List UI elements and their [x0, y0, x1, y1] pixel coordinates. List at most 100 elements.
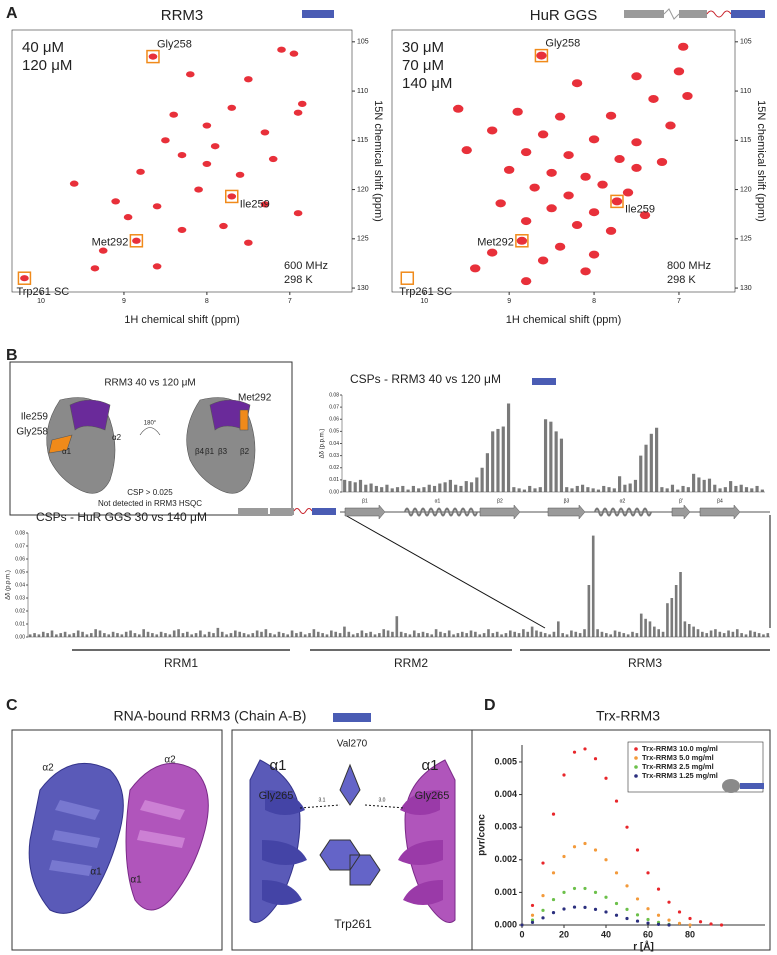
data-point — [604, 895, 608, 899]
bar — [496, 428, 500, 492]
peak-label: Ile259 — [625, 203, 655, 215]
bar — [348, 481, 352, 492]
peak — [486, 126, 498, 135]
bar — [443, 482, 447, 492]
peak — [520, 217, 532, 226]
bar — [181, 633, 185, 637]
y-axis-label: Δδ (p.p.m.) — [6, 570, 12, 600]
bar — [482, 633, 486, 637]
peak — [69, 180, 79, 187]
bar — [364, 633, 368, 637]
y-tick-label: 105 — [740, 39, 752, 46]
residue-label: Gly265 — [259, 790, 294, 802]
peak — [631, 72, 642, 81]
peak — [260, 129, 270, 136]
bar — [723, 487, 727, 492]
bar — [653, 626, 656, 637]
bar — [474, 631, 477, 637]
beta-strand — [699, 504, 741, 520]
bar — [626, 634, 630, 637]
bar — [111, 631, 115, 637]
peak — [98, 247, 108, 254]
bar — [583, 629, 586, 637]
distance-label: 3.1 — [319, 797, 326, 803]
bar — [76, 630, 80, 637]
bar — [639, 455, 643, 492]
chart-title: CSPs - RRM3 40 vs 120 μM — [350, 372, 501, 386]
plot-frame — [11, 29, 353, 293]
bar — [570, 488, 574, 492]
bar — [452, 634, 455, 637]
legend-label: Trx-RRM3 1.25 mg/ml — [642, 771, 718, 780]
peak — [244, 239, 253, 246]
legend-label: 120 μM — [22, 57, 72, 74]
bar — [133, 633, 137, 637]
bar — [55, 634, 58, 637]
data-point — [635, 919, 640, 923]
peak-label: Met292 — [92, 237, 129, 249]
x-axis-label: 1H chemical shift (ppm) — [124, 314, 240, 326]
legend-label: 30 μM — [402, 39, 444, 56]
peak — [148, 53, 158, 60]
beta-strand — [344, 504, 386, 520]
panel-label: B — [6, 347, 18, 364]
bar — [655, 427, 659, 492]
y-tick-label: 120 — [740, 186, 752, 193]
bar — [701, 631, 704, 637]
bar — [325, 634, 329, 637]
bar — [718, 631, 722, 637]
y-tick-label: 105 — [357, 39, 369, 46]
data-point — [562, 890, 566, 894]
bar — [644, 444, 648, 492]
bar — [475, 477, 479, 492]
bar — [731, 631, 735, 637]
bar — [404, 633, 407, 637]
peak — [111, 198, 120, 205]
bar — [28, 634, 32, 637]
data-point — [646, 921, 650, 925]
bar — [554, 431, 558, 492]
bar — [600, 631, 604, 637]
data-point — [572, 886, 577, 891]
bar — [465, 633, 468, 637]
bar — [697, 477, 701, 492]
bar — [273, 634, 276, 637]
bar — [50, 630, 54, 637]
structure-label: α1 — [62, 447, 72, 456]
bar — [543, 633, 547, 637]
bar — [549, 421, 553, 492]
beta-strand — [671, 504, 691, 520]
structure-label: α2 — [112, 433, 122, 442]
helix-label: α1 — [130, 875, 142, 886]
bar — [538, 487, 542, 492]
structure-label: Met292 — [238, 393, 272, 404]
bar — [46, 633, 49, 637]
data-point — [656, 913, 661, 917]
bar — [386, 630, 390, 637]
bar — [406, 489, 410, 492]
peak — [605, 111, 617, 120]
bar — [151, 633, 154, 637]
peak — [614, 155, 625, 164]
bar — [390, 488, 394, 492]
data-point — [646, 917, 650, 922]
bar — [522, 489, 527, 492]
data-point — [520, 923, 524, 927]
plot-frame — [391, 29, 736, 293]
x-tick-label: 40 — [601, 929, 611, 939]
y-tick-label: 125 — [357, 236, 369, 243]
bar — [395, 487, 400, 492]
bar — [343, 626, 346, 637]
peak — [536, 51, 547, 60]
data-point — [667, 923, 671, 927]
bar — [735, 629, 739, 637]
structure-label: Ile259 — [21, 412, 49, 423]
residue-label: Trp261 — [334, 917, 372, 931]
peak — [161, 137, 170, 144]
bar — [762, 634, 765, 637]
data-point — [698, 920, 703, 924]
bar — [460, 631, 464, 637]
bar — [622, 633, 626, 637]
bar — [491, 431, 495, 492]
bar — [374, 485, 378, 492]
